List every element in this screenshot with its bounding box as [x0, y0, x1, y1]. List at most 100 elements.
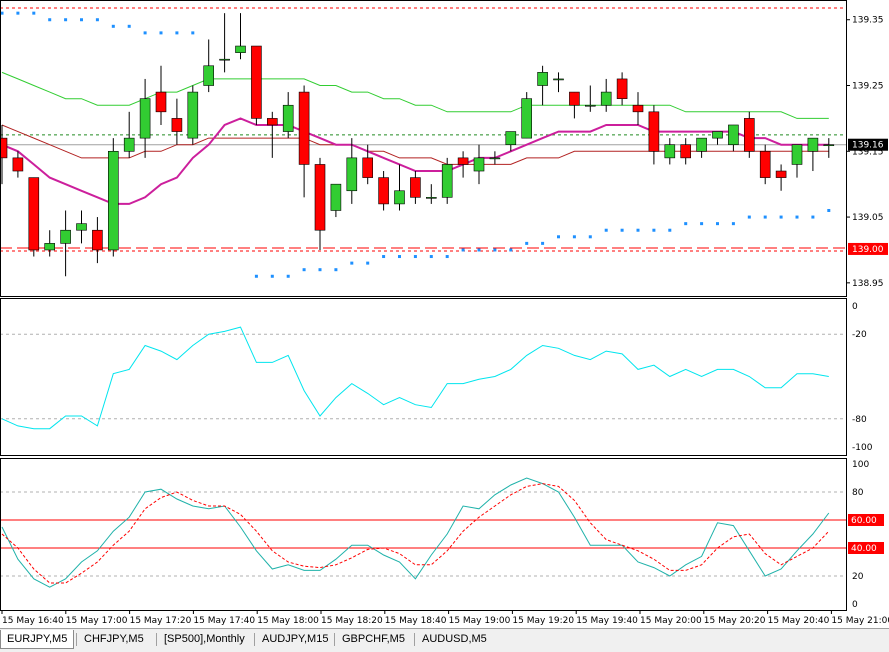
- psar-dot: [620, 228, 624, 232]
- psar-dot: [429, 255, 433, 259]
- stoch-tick-label: 20: [852, 572, 864, 582]
- candle: [457, 157, 469, 165]
- psar-dot: [811, 215, 815, 219]
- candle: [425, 197, 437, 199]
- panel-frame: [0, 298, 847, 456]
- candle: [712, 131, 723, 139]
- symbol-tab[interactable]: AUDJPY,M15: [262, 633, 329, 645]
- tab-separator: [76, 633, 77, 646]
- tab-separator: [156, 633, 157, 646]
- trading-chart[interactable]: 139.35 139.25 139.15 139.05 138.95 139.16 139.…: [0, 0, 889, 628]
- time-label: 15 May 18:40: [385, 616, 447, 626]
- time-label: 15 May 20:00: [640, 616, 702, 626]
- candle: [394, 190, 405, 205]
- candle: [791, 144, 803, 165]
- ma-fast-line: [1, 117, 829, 205]
- candle: [346, 157, 358, 192]
- candle: [664, 144, 676, 159]
- psar-dot: [111, 24, 115, 28]
- psar-dot: [32, 11, 36, 15]
- psar-dot: [350, 261, 354, 265]
- time-label: 15 May 17:20: [130, 616, 192, 626]
- psar-dot: [461, 248, 465, 252]
- candle: [314, 164, 326, 231]
- panel-frame: [0, 0, 847, 297]
- candle: [632, 104, 644, 113]
- stoch-level-label: 60.00: [851, 516, 877, 526]
- wpr-tick-label: -20: [852, 330, 867, 340]
- candle: [362, 157, 374, 178]
- candle: [28, 177, 40, 251]
- candle: [680, 144, 692, 159]
- time-label: 15 May 20:40: [768, 616, 830, 626]
- candle: [266, 118, 278, 126]
- candle: [0, 137, 8, 159]
- stochastic-panel[interactable]: 60.00 40.00 100 80 20 0: [0, 460, 884, 610]
- psar-dot: [143, 31, 147, 35]
- psar-dot: [159, 31, 163, 35]
- time-label: 15 May 20:20: [704, 616, 766, 626]
- symbol-tab[interactable]: CHFJPY,M5: [84, 633, 144, 645]
- candle: [298, 91, 310, 165]
- price-panel[interactable]: 139.35 139.25 139.15 139.05 138.95 139.16 139.…: [0, 7, 888, 289]
- candle: [569, 91, 580, 106]
- candle: [187, 91, 199, 139]
- psar-dot: [763, 215, 767, 219]
- psar-dot: [668, 228, 672, 232]
- candle: [616, 78, 628, 99]
- price-tick-label: 139.05: [852, 213, 884, 223]
- candle: [648, 111, 660, 152]
- psar-dot: [477, 248, 481, 252]
- level-tag: [848, 242, 888, 255]
- stoch-level-tag: [848, 542, 884, 554]
- time-label: 15 May 18:00: [257, 616, 319, 626]
- psar-dot: [318, 268, 322, 272]
- stoch-tick-label: 100: [852, 460, 869, 470]
- candle: [441, 164, 453, 198]
- time-label: 15 May 19:40: [576, 616, 638, 626]
- panel-frame: [0, 458, 847, 611]
- psar-dot: [127, 24, 131, 28]
- symbol-tab[interactable]: GBPCHF,M5: [342, 633, 405, 645]
- time-label: 15 May 16:40: [2, 616, 64, 626]
- stoch-level-tag: [848, 514, 884, 526]
- psar-dot: [191, 31, 195, 35]
- time-label: 15 May 19:00: [449, 616, 511, 626]
- psar-dot: [334, 268, 338, 272]
- wpr-tick-label: -100: [852, 443, 873, 453]
- symbol-tab[interactable]: [SP500],Monthly: [164, 633, 245, 645]
- candle: [696, 137, 707, 152]
- psar-dot: [731, 222, 735, 226]
- psar-dot: [445, 255, 449, 259]
- wpr-tick-label: 0: [852, 302, 858, 312]
- psar-dot: [779, 215, 783, 219]
- stoch-tick-label: 0: [852, 600, 858, 610]
- price-tick-label: 139.35: [852, 16, 884, 26]
- psar-dot: [588, 235, 592, 239]
- psar-dot: [80, 18, 83, 22]
- candle: [553, 78, 564, 81]
- symbol-tab[interactable]: EURJPY,M5: [0, 630, 75, 649]
- time-label: 15 May 21:00: [831, 616, 889, 626]
- time-label: 15 May 19:20: [512, 616, 574, 626]
- candle: [76, 223, 87, 231]
- psar-dot: [747, 215, 751, 219]
- time-label: 15 May 17:00: [66, 616, 128, 626]
- psar-dot: [557, 235, 560, 239]
- williams-r-panel[interactable]: 0 -20 -80 -100: [0, 302, 873, 453]
- candle: [584, 104, 596, 107]
- psar-dot: [270, 274, 274, 278]
- psar-dot: [382, 255, 386, 259]
- psar-dot: [0, 11, 4, 15]
- psar-dot: [366, 261, 370, 265]
- psar-dot: [302, 268, 306, 272]
- candle: [251, 45, 262, 119]
- candle: [92, 229, 103, 251]
- level-label: 139.00: [852, 245, 884, 255]
- psar-dot: [254, 274, 258, 278]
- psar-dot: [572, 235, 576, 239]
- symbol-tab[interactable]: AUDUSD,M5: [422, 633, 487, 645]
- psar-dot: [700, 222, 704, 226]
- psar-dot: [493, 248, 497, 252]
- candle: [282, 104, 294, 132]
